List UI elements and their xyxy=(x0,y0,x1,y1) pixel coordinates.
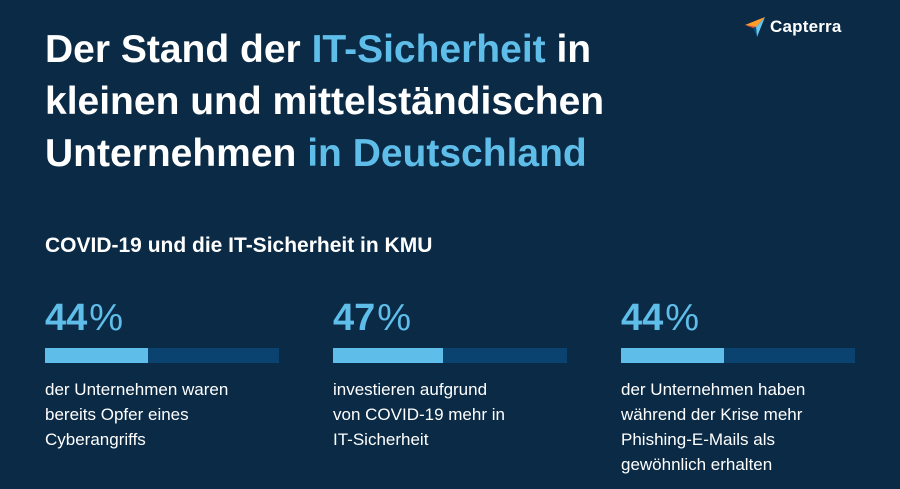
title-part-1: Der Stand der xyxy=(45,28,312,71)
page-title: Der Stand der IT-Sicherheit in kleinen u… xyxy=(45,24,604,180)
title-highlight-1: IT-Sicherheit xyxy=(311,28,546,71)
stat-percent-sign: % xyxy=(377,297,412,339)
stat-progress-fill xyxy=(45,348,148,363)
stat-description: der Unternehmen waren bereits Opfer eine… xyxy=(45,377,279,452)
stat-description-line: IT-Sicherheit xyxy=(333,430,429,449)
stat-value: 47 xyxy=(333,297,376,339)
stat-block: 44% der Unternehmen waren bereits Opfer … xyxy=(45,296,279,452)
logo-text: Capterra xyxy=(770,17,842,36)
stat-number: 44% xyxy=(45,296,279,340)
stat-description-line: von COVID-19 mehr in xyxy=(333,405,505,424)
title-line-2: kleinen und mittelständischen xyxy=(45,80,605,123)
capterra-arrow-icon xyxy=(745,17,765,37)
stat-progress-bar xyxy=(621,348,855,363)
stat-description: investieren aufgrund von COVID-19 mehr i… xyxy=(333,377,567,452)
stat-progress-fill xyxy=(333,348,443,363)
section-subtitle: COVID-19 und die IT-Sicherheit in KMU xyxy=(45,234,433,257)
stat-description-line: gewöhnlich erhalten xyxy=(621,455,773,474)
stat-description-line: während der Krise mehr xyxy=(621,405,803,424)
stat-description: der Unternehmen haben während der Krise … xyxy=(621,377,855,477)
stat-progress-bar xyxy=(45,348,279,363)
stat-number: 44% xyxy=(621,296,855,340)
stat-description-line: investieren aufgrund xyxy=(333,380,488,399)
stat-percent-sign: % xyxy=(665,297,700,339)
stat-description-line: der Unternehmen haben xyxy=(621,380,806,399)
stat-block: 47% investieren aufgrund von COVID-19 me… xyxy=(333,296,567,452)
stat-description-line: der Unternehmen waren xyxy=(45,380,229,399)
stat-description-line: bereits Opfer eines xyxy=(45,405,189,424)
stat-progress-fill xyxy=(621,348,724,363)
stat-number: 47% xyxy=(333,296,567,340)
stat-description-line: Phishing-E-Mails als xyxy=(621,430,775,449)
stat-block: 44% der Unternehmen haben während der Kr… xyxy=(621,296,855,477)
title-part-2: in xyxy=(545,28,592,71)
title-highlight-2: in Deutschland xyxy=(307,132,587,175)
stat-value: 44 xyxy=(621,297,664,339)
stat-description-line: Cyberangriffs xyxy=(45,430,146,449)
capterra-logo: Capterra xyxy=(744,16,842,38)
title-line-3: Unternehmen xyxy=(45,132,308,175)
stat-value: 44 xyxy=(45,297,88,339)
stat-percent-sign: % xyxy=(89,297,124,339)
stat-progress-bar xyxy=(333,348,567,363)
